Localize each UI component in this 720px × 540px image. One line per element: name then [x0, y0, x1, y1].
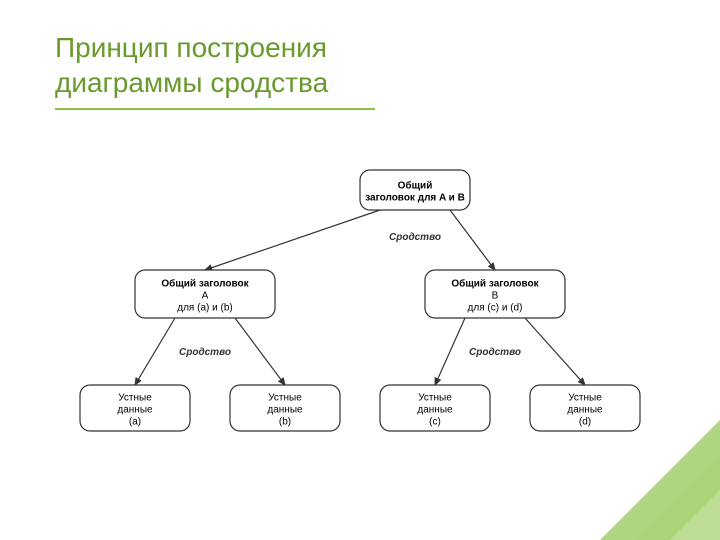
node-text: заголовок для A и B [365, 193, 465, 204]
node-text: A [202, 291, 209, 302]
node-text: Общий заголовок [161, 278, 249, 290]
node-text: данные [417, 405, 453, 416]
edge [135, 318, 175, 385]
node-leaf_a: Устныеданные(a) [80, 385, 190, 431]
node-text: (a) [129, 417, 141, 428]
node-text: (d) [579, 417, 591, 428]
node-b: Общий заголовокBдля (c) и (d) [425, 270, 565, 318]
node-leaf_d: Устныеданные(d) [530, 385, 640, 431]
node-text: Устные [568, 393, 602, 404]
node-text: для (c) и (d) [468, 303, 523, 314]
node-text: (c) [429, 417, 441, 428]
diagram-svg: Сродство Сродство Сродство Общийзаголовок … [70, 140, 650, 480]
node-text: для (a) и (b) [177, 303, 232, 314]
node-text: данные [267, 405, 303, 416]
edge-label: Сродство [179, 347, 231, 358]
slide-title: Принцип построения диаграммы сродства [55, 30, 328, 100]
node-leaf_c: Устныеданные(c) [380, 385, 490, 431]
decoration-triangle-3 [670, 490, 720, 540]
node-text: Устные [268, 393, 302, 404]
node-text: B [492, 291, 499, 302]
edge [235, 318, 285, 385]
node-a: Общий заголовокAдля (a) и (b) [135, 270, 275, 318]
node-text: данные [117, 405, 153, 416]
edge-label: Сродство [469, 347, 521, 358]
node-leaf_b: Устныеданные(b) [230, 385, 340, 431]
edge [525, 318, 585, 385]
node-text: Общий [398, 180, 433, 192]
edge [205, 210, 380, 270]
affinity-diagram: Сродство Сродство Сродство Общийзаголовок … [70, 140, 650, 480]
node-text: данные [567, 405, 603, 416]
node-text: (b) [279, 417, 291, 428]
edge [450, 210, 495, 270]
edge-label: Сродство [389, 232, 441, 243]
title-underline [55, 108, 375, 110]
title-line-1: Принцип построения [55, 30, 328, 65]
node-text: Устные [118, 393, 152, 404]
node-root: Общийзаголовок для A и B [360, 170, 470, 210]
title-line-2: диаграммы сродства [55, 65, 328, 100]
nodes: Общийзаголовок для A и BОбщий заголовокA… [80, 170, 640, 431]
node-text: Общий заголовок [451, 278, 539, 290]
edge [435, 318, 465, 385]
node-text: Устные [418, 393, 452, 404]
